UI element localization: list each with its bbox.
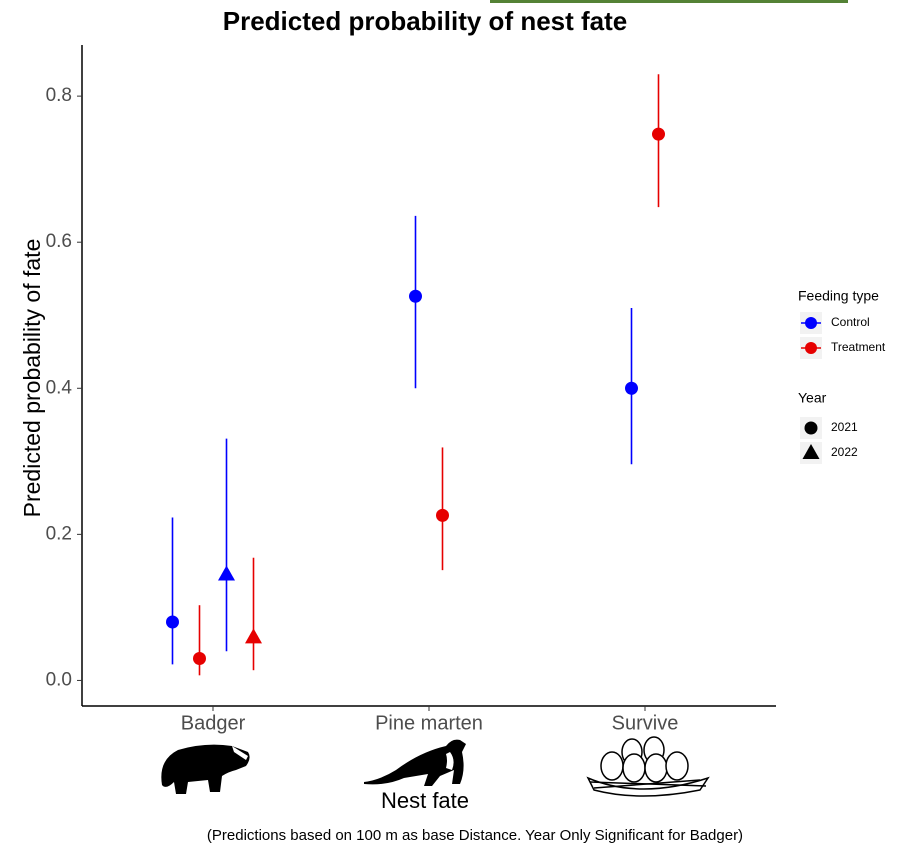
legend-swatch <box>805 317 817 329</box>
marten-icon <box>364 739 466 786</box>
x-tick-label: Badger <box>181 712 246 734</box>
y-axis-label: Predicted probability of fate <box>19 239 45 518</box>
point-triangle <box>218 565 235 581</box>
point <box>166 615 179 629</box>
point <box>409 289 422 303</box>
chart-title: Predicted probability of nest fate <box>223 6 628 36</box>
legend-shape <box>802 444 820 459</box>
y-tick-label: 0.6 <box>46 231 72 252</box>
legend-label: Treatment <box>831 340 886 354</box>
point-triangle <box>245 628 262 644</box>
legend-label: 2022 <box>831 445 858 459</box>
top-bar <box>490 0 848 3</box>
eggs-icon <box>586 736 710 797</box>
y-tick-label: 0.2 <box>46 523 72 544</box>
legend-title: Feeding type <box>798 288 879 304</box>
x-tick-label: Survive <box>612 712 679 734</box>
point <box>436 508 449 522</box>
caption: (Predictions based on 100 m as base Dist… <box>207 827 743 844</box>
point <box>652 127 665 141</box>
y-tick-label: 0.4 <box>46 377 73 398</box>
y-tick-label: 0.8 <box>46 85 72 106</box>
legend-label: Control <box>831 315 870 329</box>
badger-icon <box>161 744 250 794</box>
x-tick-label: Pine marten <box>375 712 483 734</box>
legend-title: Year <box>798 390 827 406</box>
point <box>625 381 638 395</box>
legend-swatch <box>805 342 817 354</box>
legend-shape <box>804 421 818 435</box>
y-tick-label: 0.0 <box>46 669 72 690</box>
legend-label: 2021 <box>831 420 858 434</box>
x-axis-label: Nest fate <box>381 788 469 813</box>
point <box>193 652 206 666</box>
